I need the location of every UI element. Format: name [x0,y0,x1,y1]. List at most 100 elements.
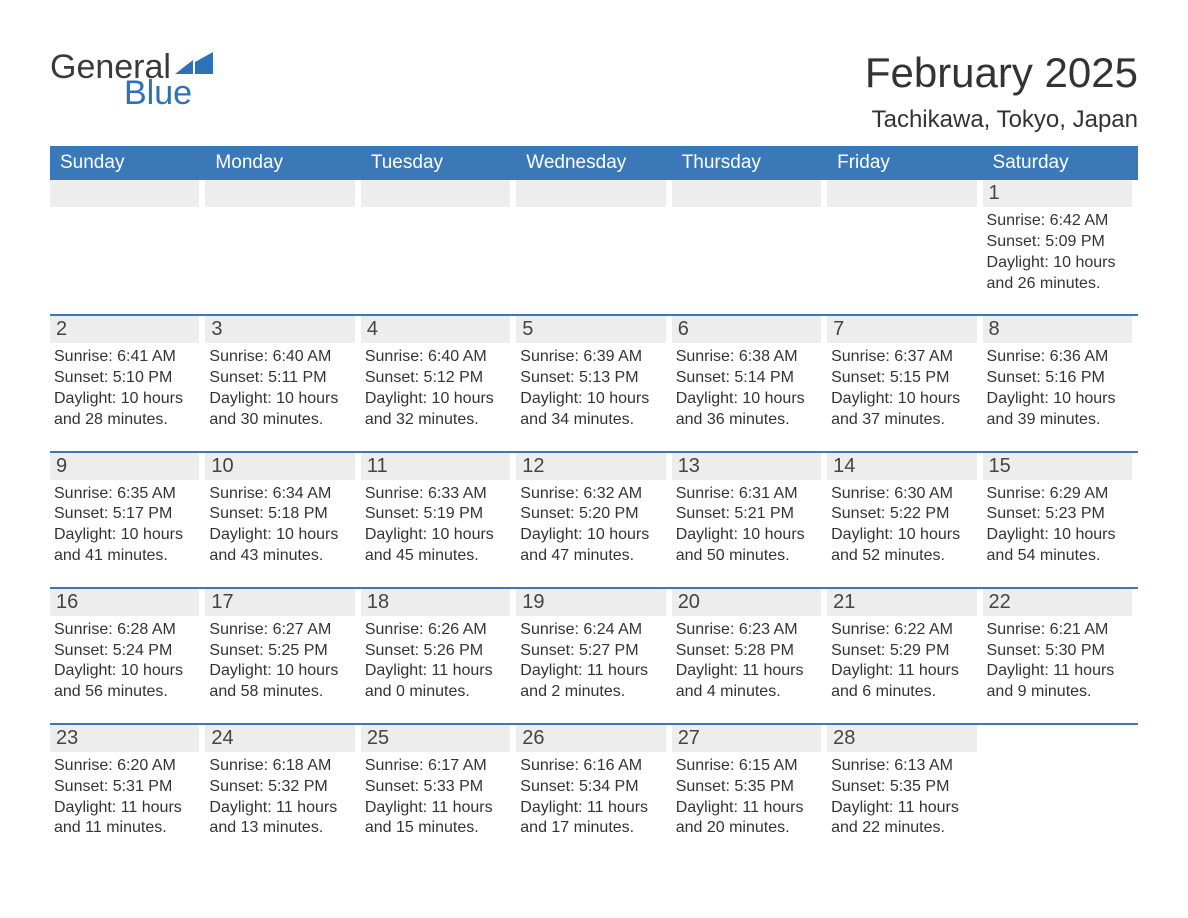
day-number: 24 [205,725,354,752]
sunset-line: Sunset: 5:14 PM [676,368,813,389]
calendar-day: 8 Sunrise: 6:36 AMSunset: 5:16 PMDaylight… [983,316,1138,436]
daylight-line: Daylight: 10 hours and 52 minutes. [831,525,968,567]
day-details: Sunrise: 6:32 AMSunset: 5:20 PMDaylight:… [516,484,665,567]
daylight-line: Daylight: 10 hours and 34 minutes. [520,389,657,431]
calendar-day: 19 Sunrise: 6:24 AMSunset: 5:27 PMDayligh… [516,589,671,709]
weekday-header: Friday [827,146,982,180]
daylight-line: Daylight: 11 hours and 0 minutes. [365,661,502,703]
calendar-week: 2Sunrise: 6:41 AMSunset: 5:10 PMDaylight… [50,314,1138,436]
day-details: Sunrise: 6:36 AMSunset: 5:16 PMDaylight:… [983,347,1132,430]
sunset-line: Sunset: 5:12 PM [365,368,502,389]
daylight-line: Daylight: 10 hours and 58 minutes. [209,661,346,703]
day-number: 14 [827,453,976,480]
daylight-line: Daylight: 10 hours and 47 minutes. [520,525,657,567]
daylight-line: Daylight: 11 hours and 20 minutes. [676,798,813,840]
day-number [516,180,665,207]
sunrise-line: Sunrise: 6:15 AM [676,756,813,777]
day-details: Sunrise: 6:26 AMSunset: 5:26 PMDaylight:… [361,620,510,703]
day-number: 22 [983,589,1132,616]
calendar-body: 1Sunrise: 6:42 AMSunset: 5:09 PMDaylight… [50,180,1138,845]
sunrise-line: Sunrise: 6:39 AM [520,347,657,368]
logo-word-blue: Blue [124,76,213,110]
daylight-line: Daylight: 10 hours and 39 minutes. [987,389,1124,431]
calendar-day: 6Sunrise: 6:38 AMSunset: 5:14 PMDaylight… [672,316,827,436]
daylight-line: Daylight: 10 hours and 32 minutes. [365,389,502,431]
calendar-day: 5Sunrise: 6:39 AMSunset: 5:13 PMDaylight… [516,316,671,436]
sunset-line: Sunset: 5:18 PM [209,504,346,525]
sunset-line: Sunset: 5:30 PM [987,641,1124,662]
day-details: Sunrise: 6:27 AMSunset: 5:25 PMDaylight:… [205,620,354,703]
daylight-line: Daylight: 11 hours and 6 minutes. [831,661,968,703]
daylight-line: Daylight: 10 hours and 30 minutes. [209,389,346,431]
sunrise-line: Sunrise: 6:13 AM [831,756,968,777]
weekday-header-row: SundayMondayTuesdayWednesdayThursdayFrid… [50,146,1138,180]
daylight-line: Daylight: 10 hours and 56 minutes. [54,661,191,703]
day-details: Sunrise: 6:13 AMSunset: 5:35 PMDaylight:… [827,756,976,839]
calendar-day: 20 Sunrise: 6:23 AMSunset: 5:28 PMDayligh… [672,589,827,709]
daylight-line: Daylight: 10 hours and 43 minutes. [209,525,346,567]
sunset-line: Sunset: 5:23 PM [987,504,1124,525]
calendar-day: 7 Sunrise: 6:37 AMSunset: 5:15 PMDaylight… [827,316,982,436]
calendar-day [983,725,1138,845]
sunset-line: Sunset: 5:31 PM [54,777,191,798]
daylight-line: Daylight: 11 hours and 4 minutes. [676,661,813,703]
day-number: 28 [827,725,976,752]
sunrise-line: Sunrise: 6:36 AM [987,347,1124,368]
day-details: Sunrise: 6:24 AMSunset: 5:27 PMDaylight:… [516,620,665,703]
calendar-week: 16Sunrise: 6:28 AMSunset: 5:24 PMDayligh… [50,587,1138,709]
day-details: Sunrise: 6:21 AMSunset: 5:30 PMDaylight:… [983,620,1132,703]
day-number: 7 [827,316,976,343]
day-number [50,180,199,207]
header: General Blue February 2025 Tachikawa, To… [50,50,1138,134]
sunrise-line: Sunrise: 6:26 AM [365,620,502,641]
day-details: Sunrise: 6:17 AMSunset: 5:33 PMDaylight:… [361,756,510,839]
sunset-line: Sunset: 5:34 PM [520,777,657,798]
sunset-line: Sunset: 5:20 PM [520,504,657,525]
calendar-day [516,180,671,300]
daylight-line: Daylight: 10 hours and 36 minutes. [676,389,813,431]
daylight-line: Daylight: 10 hours and 45 minutes. [365,525,502,567]
sunset-line: Sunset: 5:35 PM [676,777,813,798]
day-number: 20 [672,589,821,616]
day-details: Sunrise: 6:39 AMSunset: 5:13 PMDaylight:… [516,347,665,430]
day-number: 16 [50,589,199,616]
sunrise-line: Sunrise: 6:20 AM [54,756,191,777]
calendar-day [361,180,516,300]
day-details: Sunrise: 6:16 AMSunset: 5:34 PMDaylight:… [516,756,665,839]
daylight-line: Daylight: 10 hours and 26 minutes. [987,253,1124,295]
sunrise-line: Sunrise: 6:37 AM [831,347,968,368]
calendar-day: 22 Sunrise: 6:21 AMSunset: 5:30 PMDayligh… [983,589,1138,709]
day-number: 8 [983,316,1132,343]
calendar-day: 2Sunrise: 6:41 AMSunset: 5:10 PMDaylight… [50,316,205,436]
day-number: 19 [516,589,665,616]
day-number: 26 [516,725,665,752]
day-number: 23 [50,725,199,752]
day-details: Sunrise: 6:20 AMSunset: 5:31 PMDaylight:… [50,756,199,839]
calendar-day: 24Sunrise: 6:18 AMSunset: 5:32 PMDayligh… [205,725,360,845]
sunset-line: Sunset: 5:24 PM [54,641,191,662]
sunset-line: Sunset: 5:33 PM [365,777,502,798]
sunset-line: Sunset: 5:15 PM [831,368,968,389]
calendar-day: 25Sunrise: 6:17 AMSunset: 5:33 PMDayligh… [361,725,516,845]
sunset-line: Sunset: 5:22 PM [831,504,968,525]
daylight-line: Daylight: 10 hours and 37 minutes. [831,389,968,431]
sunrise-line: Sunrise: 6:40 AM [209,347,346,368]
day-details: Sunrise: 6:15 AMSunset: 5:35 PMDaylight:… [672,756,821,839]
title-block: February 2025 Tachikawa, Tokyo, Japan [865,50,1138,134]
calendar-day: 9Sunrise: 6:35 AMSunset: 5:17 PMDaylight… [50,453,205,573]
day-details: Sunrise: 6:40 AMSunset: 5:11 PMDaylight:… [205,347,354,430]
logo: General Blue [50,50,213,110]
day-number: 3 [205,316,354,343]
sunset-line: Sunset: 5:35 PM [831,777,968,798]
day-number [827,180,976,207]
calendar-day: 13Sunrise: 6:31 AMSunset: 5:21 PMDayligh… [672,453,827,573]
calendar-day [50,180,205,300]
day-details: Sunrise: 6:31 AMSunset: 5:21 PMDaylight:… [672,484,821,567]
day-details: Sunrise: 6:22 AMSunset: 5:29 PMDaylight:… [827,620,976,703]
calendar-week: 23Sunrise: 6:20 AMSunset: 5:31 PMDayligh… [50,723,1138,845]
calendar-day: 21Sunrise: 6:22 AMSunset: 5:29 PMDayligh… [827,589,982,709]
day-details: Sunrise: 6:23 AMSunset: 5:28 PMDaylight:… [672,620,821,703]
sunrise-line: Sunrise: 6:38 AM [676,347,813,368]
sunrise-line: Sunrise: 6:23 AM [676,620,813,641]
sunrise-line: Sunrise: 6:17 AM [365,756,502,777]
